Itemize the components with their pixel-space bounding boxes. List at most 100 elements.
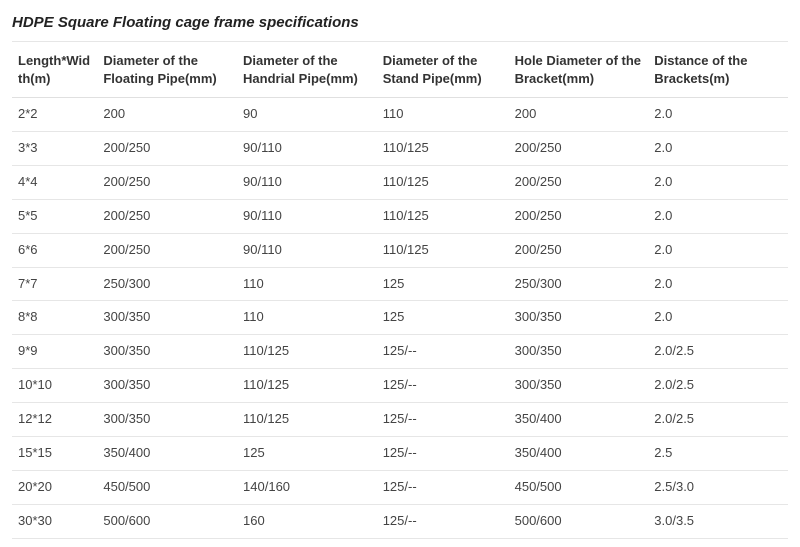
table-cell: 10*10 <box>12 369 97 403</box>
table-cell: 300/350 <box>509 301 649 335</box>
table-cell: 110 <box>377 98 509 132</box>
table-row: 30*30500/600160125/--500/6003.0/3.5 <box>12 504 788 538</box>
table-cell: 125/-- <box>377 369 509 403</box>
page-title: HDPE Square Floating cage frame specific… <box>12 8 788 41</box>
table-cell: 90/110 <box>237 131 377 165</box>
table-cell: 7*7 <box>12 267 97 301</box>
table-cell: 450/500 <box>97 470 237 504</box>
table-cell: 2.0 <box>648 267 788 301</box>
table-cell: 12*12 <box>12 403 97 437</box>
spec-sheet: HDPE Square Floating cage frame specific… <box>0 0 800 547</box>
spec-table: Length*Width(m)Diameter of the Floating … <box>12 41 788 539</box>
table-row: 2*2200901102002.0 <box>12 98 788 132</box>
table-cell: 200 <box>97 98 237 132</box>
table-cell: 30*30 <box>12 504 97 538</box>
table-cell: 200/250 <box>509 165 649 199</box>
table-cell: 110/125 <box>377 233 509 267</box>
table-row: 6*6200/25090/110110/125200/2502.0 <box>12 233 788 267</box>
table-cell: 200/250 <box>97 165 237 199</box>
table-cell: 125/-- <box>377 504 509 538</box>
table-cell: 160 <box>237 504 377 538</box>
table-cell: 500/600 <box>97 504 237 538</box>
col-header-5: Distance of the Brackets(m) <box>648 42 788 98</box>
table-cell: 20*20 <box>12 470 97 504</box>
table-cell: 110/125 <box>377 131 509 165</box>
col-header-3: Diameter of the Stand Pipe(mm) <box>377 42 509 98</box>
table-cell: 125/-- <box>377 437 509 471</box>
table-cell: 3*3 <box>12 131 97 165</box>
table-cell: 3.0/3.5 <box>648 504 788 538</box>
table-cell: 350/400 <box>509 437 649 471</box>
table-cell: 5*5 <box>12 199 97 233</box>
table-cell: 300/350 <box>97 369 237 403</box>
table-cell: 300/350 <box>97 335 237 369</box>
table-cell: 300/350 <box>97 403 237 437</box>
table-cell: 6*6 <box>12 233 97 267</box>
col-header-2: Diameter of the Handrial Pipe(mm) <box>237 42 377 98</box>
table-row: 4*4200/25090/110110/125200/2502.0 <box>12 165 788 199</box>
table-cell: 15*15 <box>12 437 97 471</box>
table-cell: 300/350 <box>509 369 649 403</box>
table-cell: 90/110 <box>237 233 377 267</box>
table-cell: 2.0/2.5 <box>648 369 788 403</box>
table-cell: 350/400 <box>509 403 649 437</box>
table-cell: 2.0 <box>648 165 788 199</box>
table-row: 8*8300/350110125300/3502.0 <box>12 301 788 335</box>
table-cell: 500/600 <box>509 504 649 538</box>
table-row: 20*20450/500140/160125/--450/5002.5/3.0 <box>12 470 788 504</box>
table-cell: 300/350 <box>509 335 649 369</box>
table-cell: 2.0 <box>648 301 788 335</box>
table-cell: 200/250 <box>509 233 649 267</box>
table-cell: 2.5/3.0 <box>648 470 788 504</box>
table-cell: 90/110 <box>237 165 377 199</box>
table-cell: 110/125 <box>237 335 377 369</box>
table-cell: 250/300 <box>97 267 237 301</box>
table-cell: 125/-- <box>377 470 509 504</box>
table-row: 7*7250/300110125250/3002.0 <box>12 267 788 301</box>
table-cell: 9*9 <box>12 335 97 369</box>
table-cell: 2.0 <box>648 131 788 165</box>
col-header-0: Length*Width(m) <box>12 42 97 98</box>
table-cell: 350/400 <box>97 437 237 471</box>
table-cell: 2.0 <box>648 199 788 233</box>
table-cell: 4*4 <box>12 165 97 199</box>
col-header-1: Diameter of the Floating Pipe(mm) <box>97 42 237 98</box>
table-cell: 2.0 <box>648 233 788 267</box>
table-row: 5*5200/25090/110110/125200/2502.0 <box>12 199 788 233</box>
table-cell: 2.0/2.5 <box>648 403 788 437</box>
table-cell: 200/250 <box>97 199 237 233</box>
table-cell: 200 <box>509 98 649 132</box>
table-cell: 200/250 <box>509 199 649 233</box>
table-cell: 2.0 <box>648 98 788 132</box>
table-cell: 110/125 <box>237 369 377 403</box>
table-cell: 2.0/2.5 <box>648 335 788 369</box>
table-cell: 200/250 <box>97 233 237 267</box>
table-cell: 125/-- <box>377 335 509 369</box>
table-row: 10*10300/350110/125125/--300/3502.0/2.5 <box>12 369 788 403</box>
table-cell: 2.5 <box>648 437 788 471</box>
table-cell: 200/250 <box>97 131 237 165</box>
table-cell: 125 <box>237 437 377 471</box>
col-header-4: Hole Diameter of the Bracket(mm) <box>509 42 649 98</box>
table-cell: 200/250 <box>509 131 649 165</box>
table-row: 9*9300/350110/125125/--300/3502.0/2.5 <box>12 335 788 369</box>
table-cell: 140/160 <box>237 470 377 504</box>
table-row: 12*12300/350110/125125/--350/4002.0/2.5 <box>12 403 788 437</box>
table-cell: 8*8 <box>12 301 97 335</box>
table-cell: 110 <box>237 301 377 335</box>
table-row: 3*3200/25090/110110/125200/2502.0 <box>12 131 788 165</box>
table-cell: 90/110 <box>237 199 377 233</box>
table-cell: 90 <box>237 98 377 132</box>
table-cell: 110 <box>237 267 377 301</box>
table-cell: 125 <box>377 301 509 335</box>
table-cell: 125 <box>377 267 509 301</box>
table-row: 15*15350/400125125/--350/4002.5 <box>12 437 788 471</box>
table-cell: 300/350 <box>97 301 237 335</box>
table-cell: 110/125 <box>377 199 509 233</box>
table-cell: 2*2 <box>12 98 97 132</box>
table-cell: 450/500 <box>509 470 649 504</box>
table-cell: 110/125 <box>377 165 509 199</box>
table-cell: 125/-- <box>377 403 509 437</box>
table-cell: 250/300 <box>509 267 649 301</box>
table-header-row: Length*Width(m)Diameter of the Floating … <box>12 42 788 98</box>
